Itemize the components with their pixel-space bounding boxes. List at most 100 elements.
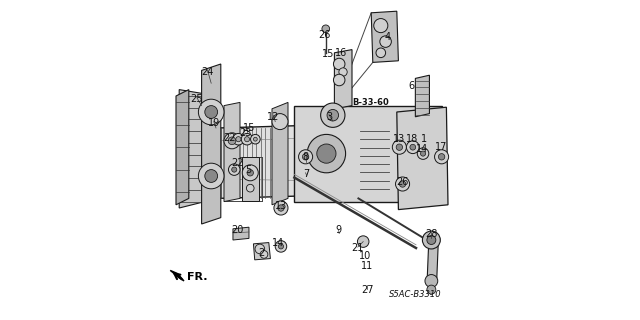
Text: 15: 15 xyxy=(243,123,255,133)
Circle shape xyxy=(232,167,237,172)
Circle shape xyxy=(339,68,347,76)
Polygon shape xyxy=(179,90,218,208)
Text: 4: 4 xyxy=(384,32,390,42)
Circle shape xyxy=(327,109,339,121)
Circle shape xyxy=(255,244,265,254)
Polygon shape xyxy=(397,107,448,210)
Text: 15: 15 xyxy=(322,49,334,59)
Circle shape xyxy=(278,205,284,211)
Circle shape xyxy=(333,74,345,86)
Circle shape xyxy=(224,133,240,149)
Text: 23: 23 xyxy=(239,128,252,138)
Circle shape xyxy=(399,181,406,187)
Text: 13: 13 xyxy=(393,134,406,144)
Circle shape xyxy=(250,134,260,144)
Circle shape xyxy=(247,170,253,176)
Circle shape xyxy=(303,154,309,160)
Text: 9: 9 xyxy=(335,225,342,236)
Text: 14: 14 xyxy=(415,144,428,154)
Circle shape xyxy=(357,236,369,247)
Circle shape xyxy=(205,106,218,118)
Text: 25: 25 xyxy=(191,94,203,104)
Text: 14: 14 xyxy=(271,238,284,248)
Circle shape xyxy=(321,103,345,127)
Circle shape xyxy=(275,241,287,252)
Polygon shape xyxy=(224,102,240,202)
Text: 22: 22 xyxy=(223,132,236,143)
Polygon shape xyxy=(242,157,259,201)
Text: 22: 22 xyxy=(231,158,244,168)
Text: 5: 5 xyxy=(245,164,251,175)
Polygon shape xyxy=(371,11,398,62)
Circle shape xyxy=(278,244,284,249)
Circle shape xyxy=(236,137,241,142)
Circle shape xyxy=(243,165,259,181)
Polygon shape xyxy=(428,239,438,279)
Circle shape xyxy=(241,133,253,145)
Polygon shape xyxy=(170,270,184,281)
Text: 27: 27 xyxy=(361,284,374,295)
Circle shape xyxy=(380,36,392,47)
Circle shape xyxy=(246,184,254,192)
Circle shape xyxy=(396,144,403,150)
Polygon shape xyxy=(415,75,429,117)
Circle shape xyxy=(333,58,345,70)
Circle shape xyxy=(298,150,313,164)
Text: 3: 3 xyxy=(326,112,332,122)
Text: 13: 13 xyxy=(275,201,287,212)
Circle shape xyxy=(410,144,416,150)
Circle shape xyxy=(427,285,436,294)
Text: FR.: FR. xyxy=(187,272,208,282)
Text: 24: 24 xyxy=(201,67,214,77)
Circle shape xyxy=(417,148,429,159)
Polygon shape xyxy=(358,125,390,192)
Circle shape xyxy=(317,144,336,163)
Circle shape xyxy=(396,177,410,191)
Circle shape xyxy=(438,154,445,160)
Circle shape xyxy=(198,99,224,125)
Polygon shape xyxy=(233,227,249,240)
Text: 18: 18 xyxy=(406,134,419,144)
Text: 12: 12 xyxy=(268,112,280,122)
Text: 2: 2 xyxy=(259,248,265,258)
Circle shape xyxy=(322,25,330,33)
Polygon shape xyxy=(202,64,221,224)
Text: 7: 7 xyxy=(303,169,310,180)
Circle shape xyxy=(272,114,288,130)
Circle shape xyxy=(274,201,288,215)
Polygon shape xyxy=(218,122,438,198)
Text: 28: 28 xyxy=(425,228,438,239)
Circle shape xyxy=(427,236,436,244)
Circle shape xyxy=(392,140,406,154)
Circle shape xyxy=(425,275,438,287)
Circle shape xyxy=(228,137,236,145)
Circle shape xyxy=(374,19,388,33)
Circle shape xyxy=(435,150,449,164)
Polygon shape xyxy=(294,106,442,202)
Polygon shape xyxy=(334,50,352,109)
Circle shape xyxy=(260,251,268,258)
Circle shape xyxy=(198,163,224,189)
Polygon shape xyxy=(253,243,270,260)
Circle shape xyxy=(422,231,440,249)
Text: S5AC-B3310: S5AC-B3310 xyxy=(389,290,442,299)
Circle shape xyxy=(233,133,244,145)
Text: 20: 20 xyxy=(231,225,244,236)
Circle shape xyxy=(420,151,426,156)
Polygon shape xyxy=(176,90,189,205)
Circle shape xyxy=(205,170,218,182)
Circle shape xyxy=(406,141,419,154)
Text: 26: 26 xyxy=(318,30,330,40)
Text: 10: 10 xyxy=(359,251,372,261)
Text: 16: 16 xyxy=(335,48,347,58)
Circle shape xyxy=(244,137,250,142)
Text: 19: 19 xyxy=(207,118,220,128)
Circle shape xyxy=(376,48,385,58)
Text: 6: 6 xyxy=(408,81,414,92)
Text: 26: 26 xyxy=(396,177,409,188)
Circle shape xyxy=(253,137,257,141)
Polygon shape xyxy=(272,102,288,205)
Circle shape xyxy=(307,134,346,173)
Text: 8: 8 xyxy=(303,152,308,162)
Circle shape xyxy=(228,164,240,175)
